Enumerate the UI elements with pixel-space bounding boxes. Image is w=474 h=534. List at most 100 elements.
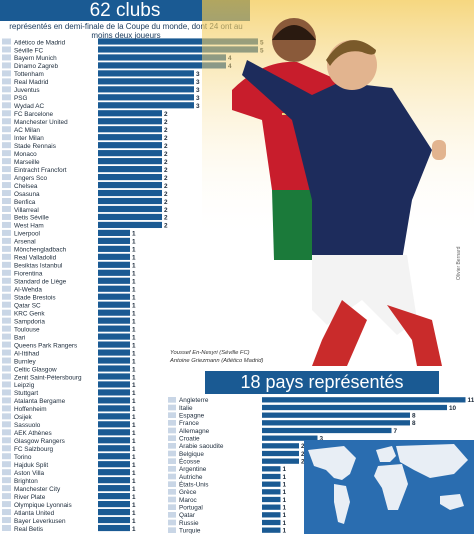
country-label-argentine: Argentine [179,466,207,473]
club-label-34: KRC Genk [14,310,45,317]
club-bar-35 [98,317,130,324]
club-flag-33 [2,301,11,308]
country-value-qatar: 1 [283,512,287,519]
club-value-29: 1 [132,271,136,278]
club-flag-0 [2,38,11,45]
club-label-9: FC Barcelone [14,111,54,118]
club-bar-1 [98,46,258,53]
club-value-33: 1 [132,302,136,309]
club-bar-3 [98,62,226,69]
club-label-0: Atlético de Madrid [14,39,66,46]
club-label-37: Bari [14,334,25,341]
country-label-ecosse: Écosse [179,457,200,466]
club-value-21: 2 [164,207,168,214]
country-flag-autriche [168,473,176,480]
country-value-italie: 10 [449,405,457,412]
club-flag-26 [2,245,11,252]
club-value-28: 1 [132,263,136,270]
club-bar-13 [98,142,162,149]
club-label-45: Atalanta Bergame [14,398,66,405]
club-bar-40 [98,357,130,364]
club-label-60: Bayer Leverkusen [14,518,66,525]
club-label-57: River Plate [14,494,46,501]
club-flag-1 [2,46,11,53]
country-label-turquie: Turquie [179,528,201,534]
country-flag-espagne [168,412,176,418]
club-label-20: Benfica [14,199,36,206]
club-value-20: 2 [164,199,168,206]
club-bar-27 [98,253,130,260]
club-flag-32 [2,293,11,300]
country-flag-allemagne [168,427,176,434]
club-flag-34 [2,309,11,316]
club-label-41: Celtic Glasgow [14,366,57,373]
club-value-16: 2 [164,167,168,174]
club-flag-50 [2,437,11,444]
country-flag-croatie [168,435,176,441]
club-bar-44 [98,389,130,396]
club-label-48: Sassuolo [14,422,41,429]
club-bar-34 [98,309,130,316]
club-bar-8 [98,102,194,109]
club-bar-61 [98,524,130,532]
country-flag-ecosse [168,458,176,464]
club-label-6: Juventus [14,87,40,94]
club-bar-21 [98,205,162,213]
countries-title: 18 pays représentés [205,371,439,394]
club-label-16: Eintracht Francfort [14,167,67,174]
club-label-33: Qatar SC [14,302,41,309]
country-flag-portugal [168,504,176,510]
club-bar-26 [98,245,130,252]
country-bar-angleterre [262,397,466,403]
club-flag-45 [2,397,11,404]
club-value-51: 1 [132,446,136,453]
club-flag-16 [2,166,11,173]
country-value-angleterre: 11 [468,397,474,404]
club-flag-56 [2,485,11,492]
club-value-48: 1 [132,422,136,429]
club-bar-28 [98,261,130,268]
club-flag-4 [2,70,11,77]
country-bar-espagne [262,412,410,418]
club-flag-13 [2,142,11,149]
club-label-56: Manchester City [14,486,61,493]
club-bar-56 [98,485,130,492]
club-value-15: 2 [164,159,168,166]
club-bar-10 [98,118,162,125]
club-label-40: Burnley [14,358,36,365]
country-flag-belgique [168,450,176,457]
club-value-6: 3 [196,87,200,94]
club-bar-15 [98,158,162,165]
club-bar-51 [98,445,130,452]
club-value-32: 1 [132,295,136,302]
club-flag-38 [2,341,11,348]
club-bar-29 [98,269,130,276]
country-label-etats-unis: États-Unis [179,480,208,489]
club-label-24: Liverpool [14,231,40,238]
country-bar-allemagne [262,427,392,434]
country-value-maroc: 1 [283,497,287,504]
country-bar-maroc [262,496,281,503]
country-bar-ecosse [262,458,299,464]
club-bar-33 [98,301,130,308]
club-value-54: 1 [132,470,136,477]
club-bar-25 [98,237,130,244]
country-label-arabie-saoudite: Arabie saoudite [179,443,224,450]
country-label-italie: Italie [179,405,193,412]
country-label-belgique: Belgique [179,451,204,458]
club-label-3: Dinamo Zagreb [14,63,58,70]
club-label-58: Olympique Lyonnais [14,502,72,509]
country-value-russie: 1 [283,520,287,527]
club-flag-14 [2,150,11,157]
players-photo: 19 [162,0,474,366]
club-bar-36 [98,325,130,332]
country-value-turquie: 1 [283,528,287,534]
country-flag-turquie [168,527,176,533]
country-value-allemagne: 7 [394,428,398,435]
club-flag-31 [2,285,11,292]
country-label-france: France [179,420,199,427]
clubs-title: 62 clubs [0,0,250,21]
country-flag-arabie-saoudite [168,443,176,449]
club-bar-20 [98,197,162,205]
